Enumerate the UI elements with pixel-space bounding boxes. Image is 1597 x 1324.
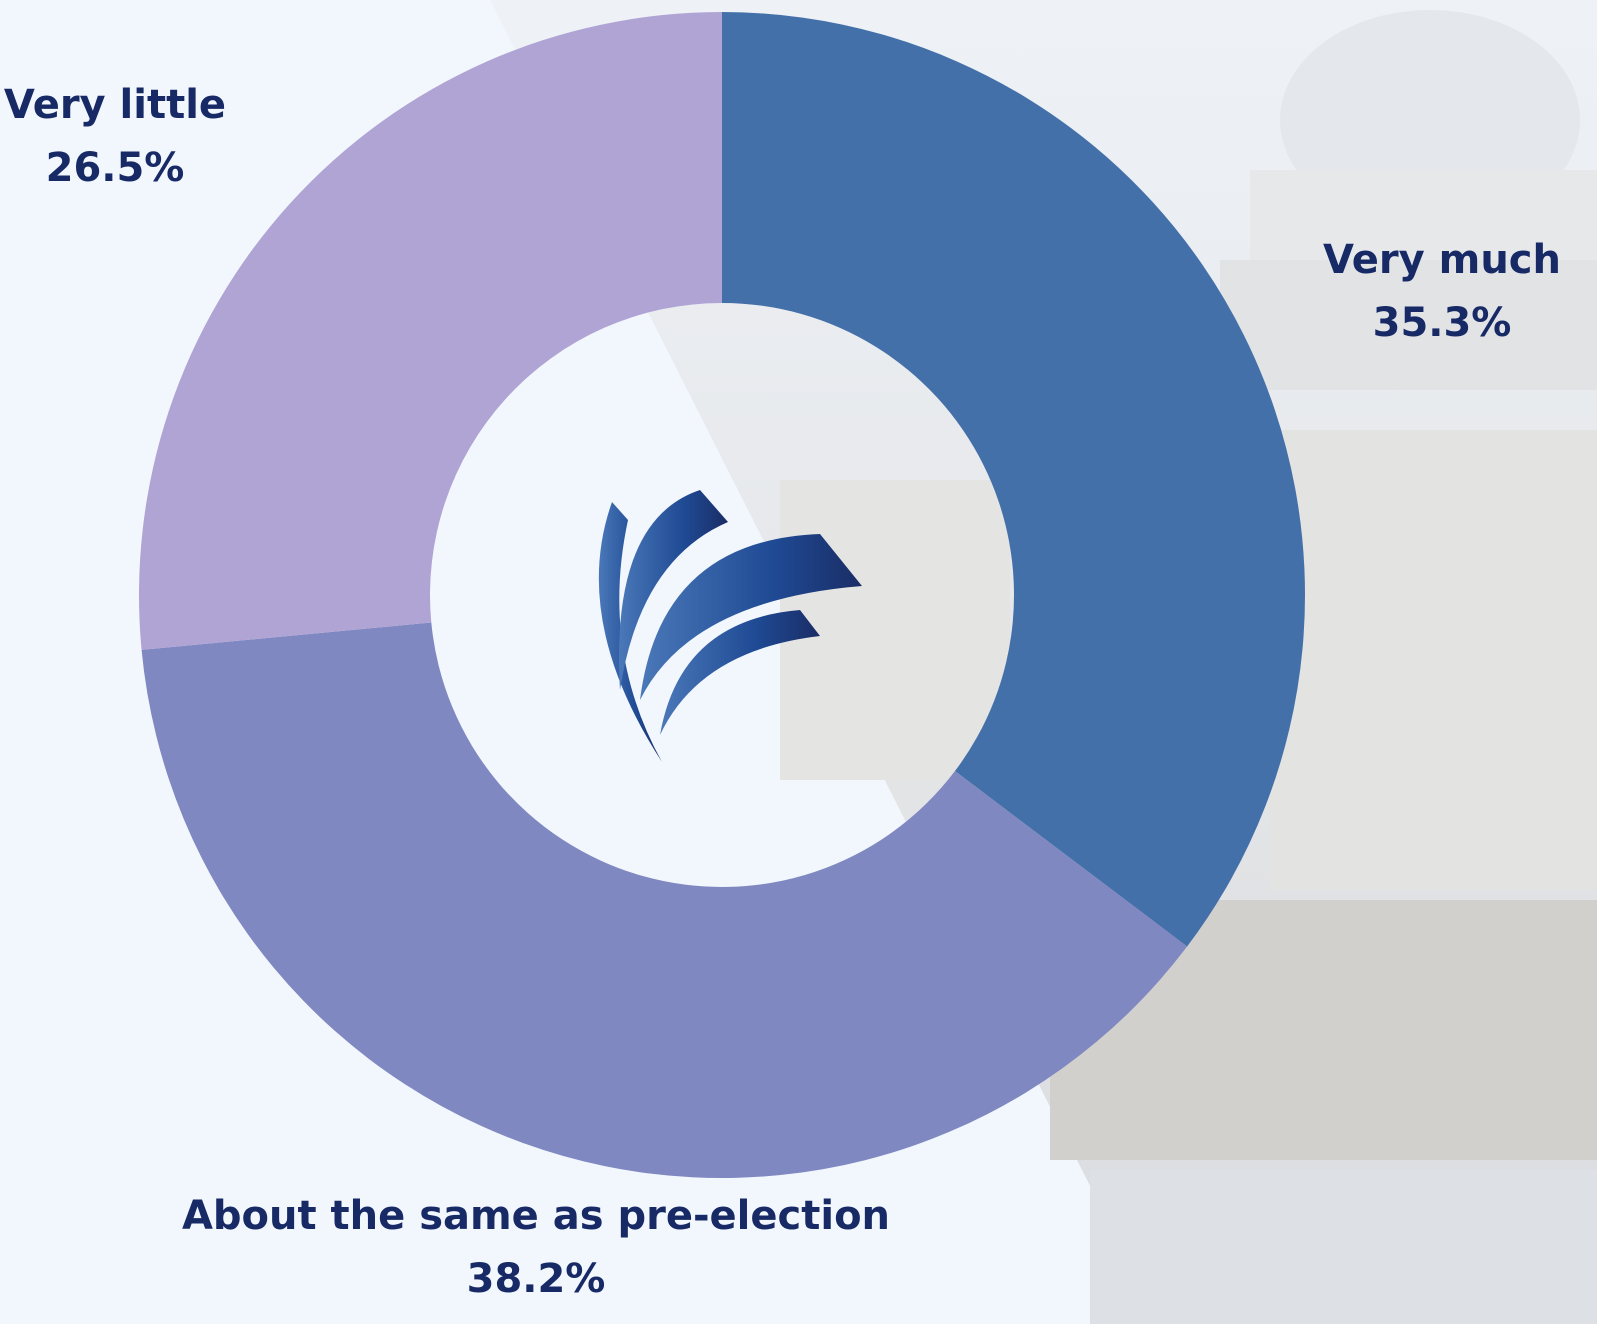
segment-value: 35.3%	[1373, 300, 1512, 346]
segment-value: 38.2%	[467, 1256, 606, 1302]
donut-segment	[141, 622, 1188, 1179]
segment-label: Very little	[4, 82, 226, 128]
donut-segment	[722, 12, 1306, 947]
donut-segment	[138, 12, 722, 650]
logo	[598, 490, 862, 762]
segment-value: 26.5%	[46, 145, 185, 191]
donut	[138, 12, 1306, 1179]
segment-label: About the same as pre-election	[182, 1193, 890, 1239]
segment-label: Very much	[1323, 237, 1561, 283]
